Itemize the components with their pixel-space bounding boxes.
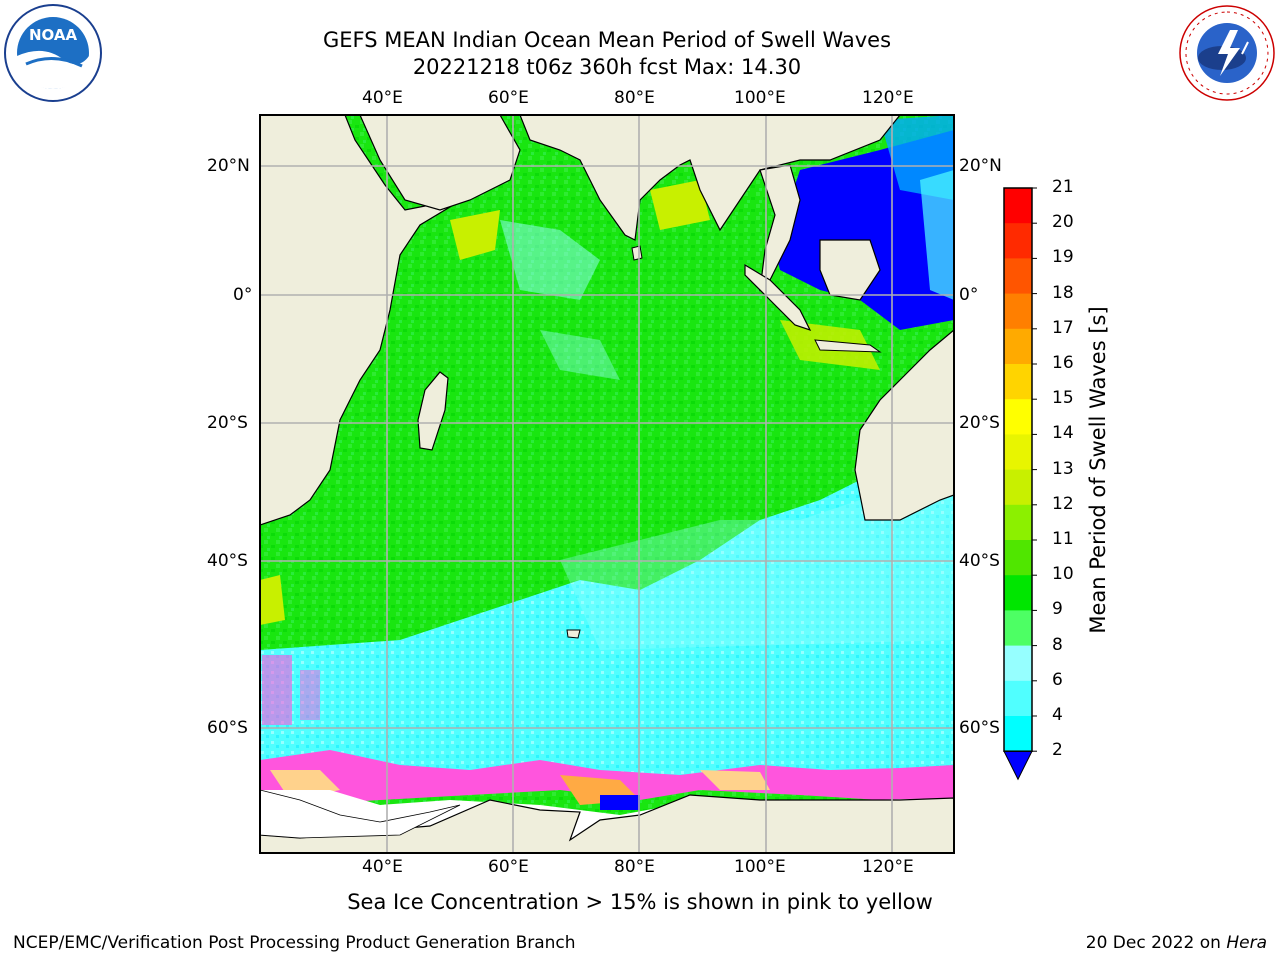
colorbar-tick-label: 21 [1052, 177, 1074, 197]
colorbar-segment [1004, 610, 1032, 647]
colorbar-tick-label: 13 [1052, 458, 1074, 479]
lat-label-right: 20°S [959, 413, 1000, 433]
noaa-logo-text: NOAA [29, 26, 78, 44]
lat-label-left: 0° [233, 285, 253, 305]
nws-logo [1178, 4, 1276, 102]
colorbar-segment [1004, 504, 1032, 541]
lat-label-left: 20°S [207, 413, 248, 433]
colorbar-segment [1004, 399, 1032, 435]
colorbar-segment [1004, 188, 1032, 224]
colorbar-tick-label: 18 [1052, 282, 1074, 303]
colorbar-segment [1004, 680, 1032, 717]
graticule [260, 115, 954, 853]
colorbar-title: Mean Period of Swell Waves [s] [1086, 306, 1110, 634]
lat-label-left: 60°S [207, 718, 248, 738]
noaa-logo: NOAA [4, 4, 102, 102]
lon-label-bottom: 60°E [488, 857, 529, 877]
lat-label-right: 40°S [959, 551, 1000, 571]
lon-label-bottom: 80°E [614, 857, 655, 877]
colorbar-segment [1004, 223, 1032, 259]
colorbar-tick-label: 16 [1052, 353, 1074, 373]
lat-label-right: 20°N [959, 156, 1002, 176]
colorbar-segment [1004, 645, 1032, 682]
lat-label-left: 40°S [207, 551, 248, 571]
lat-label-right: 0° [959, 285, 979, 305]
colorbar-segment [1004, 328, 1032, 365]
colorbar-tick-label: 12 [1052, 493, 1074, 514]
lon-label-top: 60°E [488, 88, 529, 108]
lat-label-left: 20°N [207, 156, 250, 176]
colorbar-segment [1004, 364, 1032, 400]
colorbar-tick-label: 20 [1052, 212, 1074, 233]
colorbar-extend-arrow [1003, 750, 1033, 781]
colorbar-segment [1004, 258, 1032, 295]
colorbar-tick-label: 2 [1052, 740, 1063, 761]
sea-ice-caption: Sea Ice Concentration > 15% is shown in … [347, 890, 933, 914]
colorbar-tick-label: 4 [1052, 705, 1063, 725]
colorbar-tick-label: 8 [1052, 634, 1063, 655]
lon-label-top: 100°E [734, 88, 786, 108]
colorbar-tick-label: 11 [1052, 529, 1074, 549]
land-australia [854, 329, 954, 521]
colorbar-tick-label: 15 [1052, 388, 1074, 409]
lat-label-right: 60°S [959, 718, 1000, 738]
colorbar-segment [1004, 540, 1032, 576]
colorbar-segment [1004, 293, 1032, 330]
lon-label-top: 40°E [362, 88, 403, 108]
colorbar-segment [1004, 716, 1032, 752]
colorbar-tick-label: 10 [1052, 564, 1074, 585]
colorbar-tick-label: 6 [1052, 669, 1063, 690]
colorbar-tick-label: 14 [1052, 423, 1074, 444]
lon-label-top: 80°E [614, 88, 655, 108]
lon-label-bottom: 40°E [362, 857, 403, 877]
footer-host: Hera [1226, 933, 1267, 953]
footer-credit: NCEP/EMC/Verification Post Processing Pr… [13, 933, 576, 953]
colorbar-segment [1004, 469, 1032, 506]
footer-date: 20 Dec 2022 on Hera [1085, 933, 1267, 953]
lon-label-bottom: 100°E [734, 857, 786, 877]
lon-label-bottom: 120°E [862, 857, 914, 877]
colorbar-tick-label: 19 [1052, 247, 1074, 268]
land-antarctica [260, 794, 954, 853]
colorbar-segment [1004, 434, 1032, 471]
lon-label-top: 120°E [862, 88, 914, 108]
map-frame [259, 114, 955, 854]
colorbar-segment [1004, 575, 1032, 611]
colorbar-tick-label: 9 [1052, 599, 1063, 620]
colorbar [1003, 187, 1037, 781]
chart-title: GEFS MEAN Indian Ocean Mean Period of Sw… [322, 28, 892, 52]
colorbar-tick-label: 17 [1052, 317, 1074, 338]
chart-subtitle: 20221218 t06z 360h fcst Max: 14.30 [412, 55, 802, 79]
